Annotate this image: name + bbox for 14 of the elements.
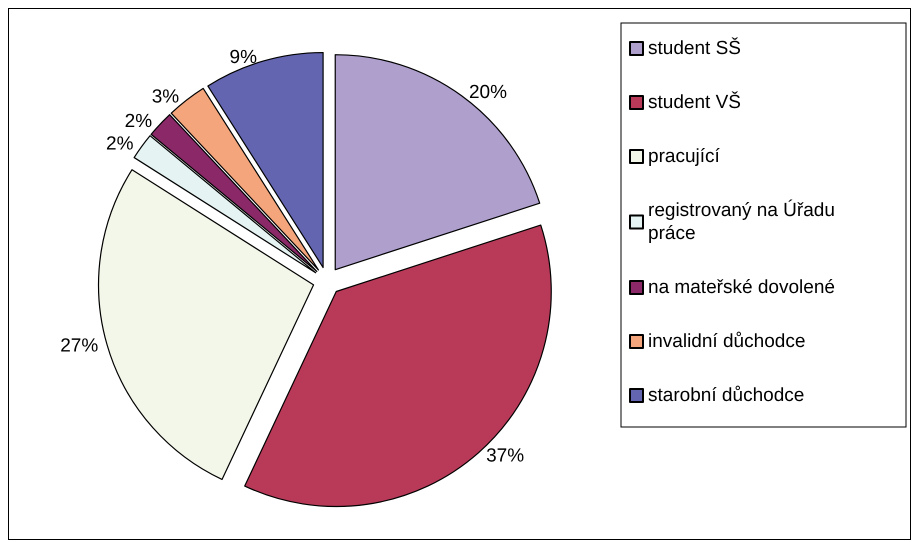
legend-label: student VŠ	[648, 91, 741, 113]
data-label: 9%	[230, 46, 258, 68]
legend-label: starobní důchodce	[648, 385, 804, 406]
legend-label: registrovaný na Úřadu práce	[648, 199, 840, 244]
legend-label: invalidní důchodce	[648, 331, 806, 352]
data-label: 27%	[60, 336, 98, 357]
legend-label: student SŠ	[648, 37, 741, 59]
data-label: 20%	[468, 82, 508, 103]
data-label: 3%	[152, 86, 180, 108]
legend-label: na mateřské dovolené	[648, 277, 835, 298]
data-label: 2%	[124, 111, 152, 132]
data-label: 37%	[486, 445, 524, 466]
legend-label: pracující	[648, 146, 721, 167]
data-label: 2%	[106, 134, 134, 155]
